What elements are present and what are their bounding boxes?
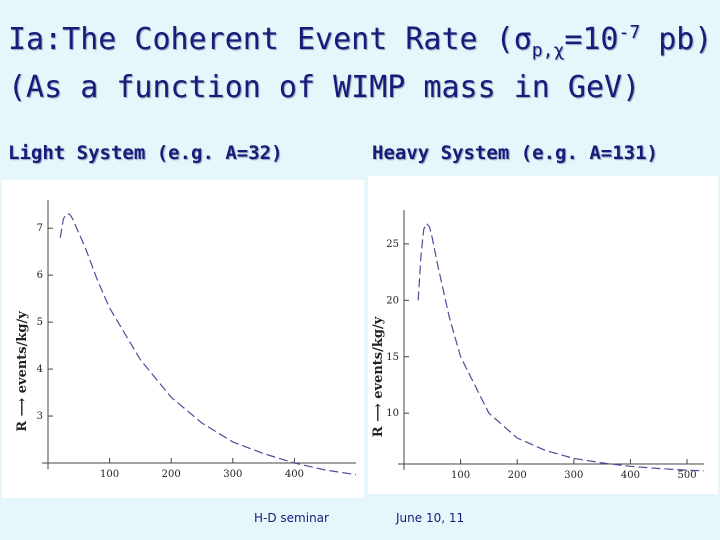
- light-system-chart: 100 200 300 400 3 4 5 6 7 R ⟶ events/kg/y: [15, 200, 357, 480]
- y-tick-label: 10: [386, 408, 399, 419]
- heavy-system-chart: 100 200 300 400 500 10 15 20 25 R ⟶ events/kg/y: [371, 210, 705, 481]
- title-subscript: p,χ: [531, 40, 565, 61]
- y-tick-label: 6: [37, 270, 43, 281]
- footer-seminar: H-D seminar: [254, 511, 329, 525]
- footer-date: June 10, 11: [396, 511, 465, 525]
- light-system-chart-panel: 100 200 300 400 3 4 5 6 7 R ⟶ events/kg/y: [2, 180, 364, 498]
- title-text-c: pb): [640, 22, 713, 57]
- x-tick-label: 400: [621, 470, 640, 481]
- y-tick-label: 20: [386, 295, 399, 306]
- y-axis-label: R ⟶ events/kg/y: [15, 311, 30, 432]
- y-axis-label: R ⟶ events/kg/y: [371, 316, 386, 437]
- light-system-heading: Light System (e.g. A=32): [8, 142, 283, 164]
- series-line: [417, 222, 705, 472]
- x-tick-label: 200: [162, 469, 181, 480]
- heavy-system-chart-panel: 100 200 300 400 500 10 15 20 25 R ⟶ events/kg/y: [368, 176, 718, 494]
- y-tick-label: 4: [37, 364, 43, 375]
- y-tick-label: 3: [37, 411, 43, 422]
- y-tick-label: 7: [37, 223, 43, 234]
- x-tick-label: 200: [508, 470, 527, 481]
- x-tick-label: 500: [677, 470, 696, 481]
- title-superscript: -7: [618, 22, 641, 43]
- x-tick-label: 300: [564, 470, 583, 481]
- x-tick-label: 100: [100, 469, 119, 480]
- slide-title-line-1: Ia:The Coherent Event Rate (σp,χ=10-7 pb…: [8, 22, 712, 61]
- title-text-b: =10: [564, 22, 619, 57]
- heavy-system-heading: Heavy System (e.g. A=131): [372, 142, 658, 164]
- y-tick-label: 25: [386, 239, 399, 250]
- y-tick-label: 5: [37, 317, 43, 328]
- y-tick-label: 15: [386, 352, 399, 363]
- x-tick-label: 400: [285, 469, 304, 480]
- x-tick-label: 300: [223, 469, 242, 480]
- x-tick-label: 100: [451, 470, 470, 481]
- title-text-a: Ia:The Coherent Event Rate (σ: [8, 22, 532, 57]
- series-line: [59, 213, 357, 476]
- slide-title-line-2: (As a function of WIMP mass in GeV): [8, 70, 641, 105]
